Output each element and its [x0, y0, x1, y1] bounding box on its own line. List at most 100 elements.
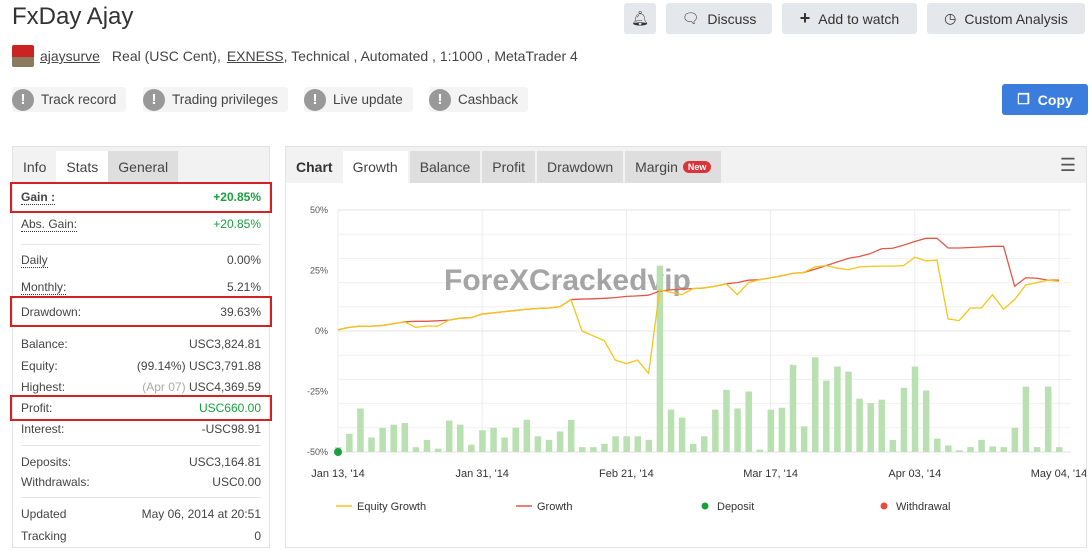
add-to-watch-button[interactable]: + Add to watch: [782, 3, 917, 34]
exclamation-icon: !: [143, 88, 165, 111]
badge-live-update[interactable]: ! Live update: [304, 87, 413, 112]
monthly-value: 5.21%: [226, 280, 261, 294]
margin-label: Margin: [635, 159, 678, 175]
volume-bar: [723, 389, 730, 452]
tab-info[interactable]: Info: [23, 159, 47, 175]
copy-label: Copy: [1037, 91, 1073, 108]
deposits-value: USC3,164.81: [188, 455, 261, 469]
stat-interest: Interest: -USC98.91: [21, 419, 261, 439]
abs-gain-label[interactable]: Abs. Gain:: [21, 216, 78, 232]
monthly-label[interactable]: Monthly:: [21, 279, 67, 295]
exclamation-icon: !: [304, 88, 326, 111]
daily-label[interactable]: Daily: [21, 252, 48, 268]
chart-tabs-label: Chart: [296, 159, 333, 175]
legend-deposit[interactable]: Deposit: [717, 501, 754, 513]
volume-bar: [590, 447, 597, 452]
legend-deposit-swatch: [701, 502, 709, 510]
abs-gain-value: +20.85%: [213, 217, 261, 231]
tab-growth[interactable]: Growth: [342, 151, 408, 183]
divider: [21, 445, 261, 446]
tab-margin[interactable]: Margin New: [625, 151, 722, 183]
x-tick-label: May 04, '14: [1031, 468, 1086, 480]
account-meta: ajaysurve Real (USC Cent), EXNESS , Tech…: [12, 45, 578, 67]
divider: [21, 244, 261, 245]
page-title: FxDay Ajay: [12, 3, 134, 30]
volume-bar: [800, 426, 808, 452]
legend-growth[interactable]: Growth: [537, 501, 572, 513]
profit-value: USC660.00: [198, 401, 261, 415]
volume-bar: [989, 446, 996, 452]
volume-bar: [346, 433, 353, 452]
username-link[interactable]: ajaysurve: [40, 48, 100, 64]
volume-bar: [545, 439, 553, 452]
tab-profit[interactable]: Profit: [482, 151, 535, 183]
copy-icon: ❐: [1017, 91, 1030, 107]
drawdown-label: Drawdown:: [21, 305, 82, 319]
equity-growth-line: [337, 256, 1060, 375]
volume-bar: [678, 417, 686, 452]
volume-bar: [667, 409, 675, 452]
drawdown-value: 39.63%: [220, 305, 261, 319]
stat-equity: Equity: (99.14%) USC3,791.88: [21, 356, 261, 376]
growth-chart: ForeXCrackedvip 50% 25% 0% -25% -50% Jan 13, …: [307, 205, 1086, 513]
gain-label[interactable]: Gain :: [21, 189, 56, 205]
volume-bar: [933, 438, 941, 452]
volume-bar: [745, 391, 752, 452]
volume-bar: [734, 408, 741, 452]
equity-note: (99.14%): [136, 359, 186, 373]
notify-button[interactable]: 🔔︎: [624, 3, 656, 34]
tab-stats[interactable]: Stats: [56, 151, 109, 183]
y-tick-label: -25%: [307, 387, 328, 397]
broker-link[interactable]: EXNESS: [226, 48, 284, 64]
volume-bar: [601, 443, 608, 452]
badge-trading-privileges[interactable]: ! Trading privileges: [143, 87, 289, 112]
chart-tabs: Chart Growth Balance Profit Drawdown Mar…: [286, 147, 1086, 183]
volume-bar: [834, 366, 841, 452]
stat-deposits: Deposits: USC3,164.81: [21, 452, 261, 472]
stat-profit: Profit: USC660.00: [21, 398, 261, 418]
stat-tracking: Tracking 0: [21, 526, 261, 546]
chart-settings-sliders-icon[interactable]: ☰: [1059, 155, 1076, 175]
volume-bar: [922, 390, 930, 452]
volume-bar: [778, 407, 786, 452]
volume-bar: [490, 427, 497, 452]
badge-cashback[interactable]: ! Cashback: [429, 87, 529, 112]
discuss-button[interactable]: 🗨︎ Discuss: [666, 3, 772, 34]
volume-bar: [956, 450, 963, 452]
stat-balance: Balance: USC3,824.81: [21, 334, 261, 354]
volume-bar: [623, 436, 630, 452]
stat-gain: Gain : +20.85%: [21, 187, 261, 207]
volume-bar: [445, 420, 453, 452]
tab-drawdown[interactable]: Drawdown: [536, 151, 624, 183]
volume-bar: [900, 387, 908, 452]
badge-track-record[interactable]: ! Track record: [12, 87, 127, 112]
deposit-marker[interactable]: [334, 448, 342, 456]
balance-value: USC3,824.81: [188, 337, 261, 351]
avatar[interactable]: [12, 45, 34, 67]
volume-bar: [1000, 447, 1008, 452]
volume-bar: [512, 427, 519, 452]
volume-bar: [701, 436, 708, 452]
badge-label: Trading privileges: [172, 92, 279, 107]
profit-highlight: [10, 395, 272, 421]
tab-general[interactable]: General: [108, 151, 179, 183]
tab-balance[interactable]: Balance: [409, 151, 481, 183]
gain-highlight: [10, 182, 272, 213]
volume-bar: [867, 403, 874, 452]
stat-daily: Daily 0.00%: [21, 250, 261, 270]
volume-bar: [457, 424, 464, 452]
y-tick-label: 50%: [310, 205, 328, 215]
legend-equity-growth[interactable]: Equity Growth: [357, 501, 426, 513]
volume-bar: [1011, 427, 1019, 452]
copy-button[interactable]: ❐ Copy: [1002, 84, 1088, 115]
volume-bar: [967, 447, 974, 452]
volume-bar: [889, 439, 897, 452]
highest-value: USC4,369.59: [188, 380, 261, 394]
volume-bar: [401, 422, 409, 452]
equity-value: USC3,791.88: [188, 359, 261, 373]
custom-analysis-button[interactable]: ◷ Custom Analysis: [927, 3, 1085, 34]
updated-label: Updated: [21, 507, 67, 521]
legend-withdrawal[interactable]: Withdrawal: [896, 501, 950, 513]
volume-bar: [556, 431, 564, 452]
stat-updated: Updated May 06, 2014 at 20:51: [21, 504, 261, 524]
